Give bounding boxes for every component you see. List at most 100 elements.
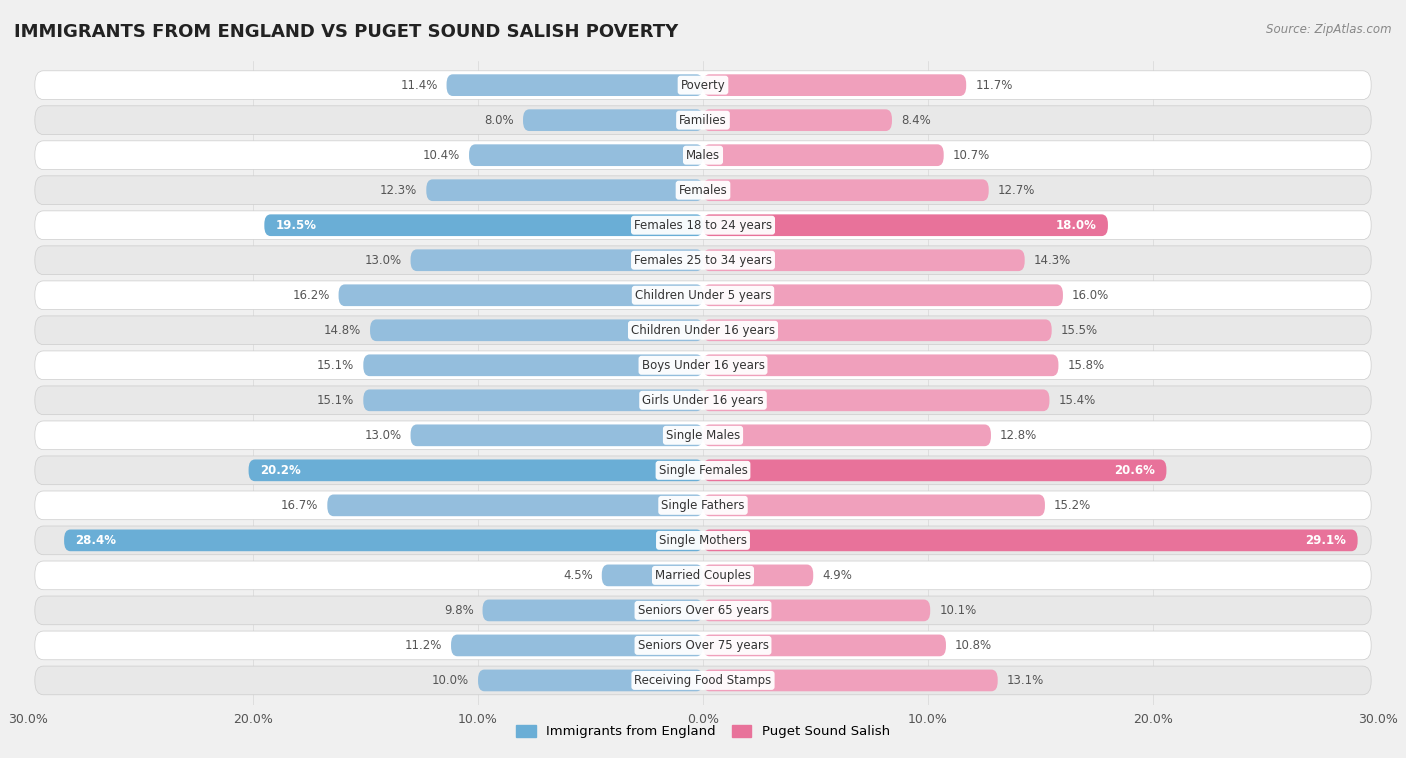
FancyBboxPatch shape [339, 284, 703, 306]
FancyBboxPatch shape [264, 215, 703, 236]
Text: IMMIGRANTS FROM ENGLAND VS PUGET SOUND SALISH POVERTY: IMMIGRANTS FROM ENGLAND VS PUGET SOUND S… [14, 23, 678, 41]
Text: 4.5%: 4.5% [562, 569, 593, 582]
Text: 14.3%: 14.3% [1033, 254, 1071, 267]
FancyBboxPatch shape [426, 180, 703, 201]
FancyBboxPatch shape [478, 669, 703, 691]
FancyBboxPatch shape [35, 246, 1371, 274]
Text: Source: ZipAtlas.com: Source: ZipAtlas.com [1267, 23, 1392, 36]
FancyBboxPatch shape [363, 390, 703, 411]
FancyBboxPatch shape [370, 319, 703, 341]
Text: 29.1%: 29.1% [1306, 534, 1347, 547]
Text: 15.2%: 15.2% [1054, 499, 1091, 512]
FancyBboxPatch shape [35, 421, 1371, 449]
Text: 19.5%: 19.5% [276, 219, 316, 232]
Text: Single Fathers: Single Fathers [661, 499, 745, 512]
Text: Females: Females [679, 183, 727, 196]
FancyBboxPatch shape [703, 355, 1059, 376]
Text: 20.2%: 20.2% [260, 464, 301, 477]
FancyBboxPatch shape [602, 565, 703, 586]
Text: 15.8%: 15.8% [1067, 359, 1105, 371]
Text: Receiving Food Stamps: Receiving Food Stamps [634, 674, 772, 687]
FancyBboxPatch shape [35, 526, 1371, 555]
FancyBboxPatch shape [35, 666, 1371, 695]
FancyBboxPatch shape [35, 211, 1371, 240]
Text: Single Males: Single Males [666, 429, 740, 442]
FancyBboxPatch shape [447, 74, 703, 96]
FancyBboxPatch shape [249, 459, 703, 481]
Text: 12.8%: 12.8% [1000, 429, 1038, 442]
FancyBboxPatch shape [35, 631, 1371, 659]
FancyBboxPatch shape [703, 424, 991, 446]
Text: 10.0%: 10.0% [432, 674, 470, 687]
FancyBboxPatch shape [35, 176, 1371, 205]
FancyBboxPatch shape [703, 565, 813, 586]
Text: 10.4%: 10.4% [423, 149, 460, 161]
FancyBboxPatch shape [363, 355, 703, 376]
FancyBboxPatch shape [35, 596, 1371, 625]
Text: 16.2%: 16.2% [292, 289, 329, 302]
FancyBboxPatch shape [35, 281, 1371, 309]
FancyBboxPatch shape [703, 109, 891, 131]
FancyBboxPatch shape [35, 351, 1371, 380]
FancyBboxPatch shape [703, 144, 943, 166]
Text: 9.8%: 9.8% [444, 604, 474, 617]
Text: Males: Males [686, 149, 720, 161]
FancyBboxPatch shape [451, 634, 703, 656]
FancyBboxPatch shape [328, 494, 703, 516]
Legend: Immigrants from England, Puget Sound Salish: Immigrants from England, Puget Sound Sal… [510, 719, 896, 744]
Text: Girls Under 16 years: Girls Under 16 years [643, 394, 763, 407]
Text: 16.0%: 16.0% [1071, 289, 1109, 302]
Text: 12.3%: 12.3% [380, 183, 418, 196]
FancyBboxPatch shape [703, 669, 998, 691]
FancyBboxPatch shape [703, 74, 966, 96]
Text: Poverty: Poverty [681, 79, 725, 92]
FancyBboxPatch shape [35, 561, 1371, 590]
FancyBboxPatch shape [703, 459, 1167, 481]
Text: 16.7%: 16.7% [281, 499, 318, 512]
Text: Seniors Over 75 years: Seniors Over 75 years [637, 639, 769, 652]
Text: 28.4%: 28.4% [76, 534, 117, 547]
Text: 12.7%: 12.7% [998, 183, 1035, 196]
Text: 13.1%: 13.1% [1007, 674, 1043, 687]
Text: 14.8%: 14.8% [323, 324, 361, 337]
Text: Married Couples: Married Couples [655, 569, 751, 582]
Text: 15.5%: 15.5% [1060, 324, 1098, 337]
FancyBboxPatch shape [35, 316, 1371, 345]
FancyBboxPatch shape [703, 215, 1108, 236]
Text: 4.9%: 4.9% [823, 569, 852, 582]
FancyBboxPatch shape [65, 530, 703, 551]
Text: 10.7%: 10.7% [953, 149, 990, 161]
FancyBboxPatch shape [411, 424, 703, 446]
FancyBboxPatch shape [35, 70, 1371, 99]
Text: 10.8%: 10.8% [955, 639, 993, 652]
Text: 8.0%: 8.0% [485, 114, 515, 127]
FancyBboxPatch shape [35, 386, 1371, 415]
FancyBboxPatch shape [703, 634, 946, 656]
Text: Families: Families [679, 114, 727, 127]
FancyBboxPatch shape [703, 319, 1052, 341]
Text: Boys Under 16 years: Boys Under 16 years [641, 359, 765, 371]
FancyBboxPatch shape [703, 494, 1045, 516]
FancyBboxPatch shape [703, 600, 931, 622]
Text: 11.4%: 11.4% [401, 79, 437, 92]
Text: 11.7%: 11.7% [976, 79, 1012, 92]
FancyBboxPatch shape [703, 530, 1358, 551]
Text: Females 25 to 34 years: Females 25 to 34 years [634, 254, 772, 267]
Text: Females 18 to 24 years: Females 18 to 24 years [634, 219, 772, 232]
FancyBboxPatch shape [703, 390, 1049, 411]
FancyBboxPatch shape [482, 600, 703, 622]
Text: 13.0%: 13.0% [364, 254, 402, 267]
Text: 10.1%: 10.1% [939, 604, 976, 617]
FancyBboxPatch shape [35, 141, 1371, 170]
FancyBboxPatch shape [411, 249, 703, 271]
FancyBboxPatch shape [703, 284, 1063, 306]
Text: 13.0%: 13.0% [364, 429, 402, 442]
FancyBboxPatch shape [523, 109, 703, 131]
Text: 15.1%: 15.1% [318, 394, 354, 407]
Text: 20.6%: 20.6% [1115, 464, 1156, 477]
Text: 8.4%: 8.4% [901, 114, 931, 127]
Text: Children Under 16 years: Children Under 16 years [631, 324, 775, 337]
FancyBboxPatch shape [703, 180, 988, 201]
Text: 15.1%: 15.1% [318, 359, 354, 371]
Text: Seniors Over 65 years: Seniors Over 65 years [637, 604, 769, 617]
